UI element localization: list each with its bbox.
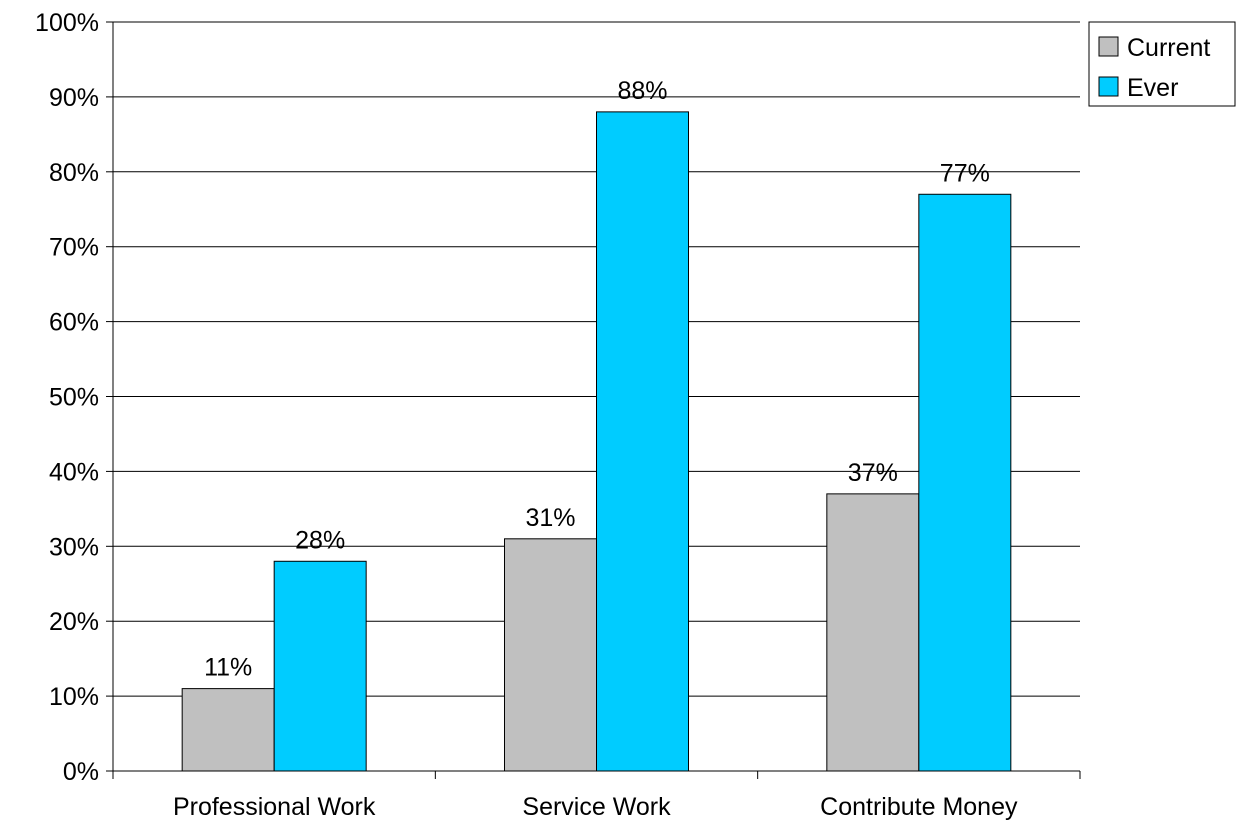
data-label: 11% [204,654,252,682]
legend-swatch-ever [1098,76,1119,97]
y-tick-label: 0% [63,758,99,786]
x-tick-label: Professional Work [173,793,376,821]
bar-ever [273,560,367,772]
bar-current [504,538,597,772]
bar-current [181,688,275,772]
y-tick-label: 10% [49,683,99,711]
bar-current [826,493,920,772]
bar-ever [918,193,1012,772]
legend-swatch-current [1098,36,1119,57]
data-label: 37% [848,459,898,487]
y-tick-label: 90% [49,84,99,112]
bar-ever [596,111,689,772]
y-tick-label: 20% [49,608,99,636]
axes [106,21,1081,779]
bars [181,111,1012,772]
y-tick-label: 60% [49,309,99,337]
legend-label-ever: Ever [1127,74,1178,102]
data-label: 28% [295,526,345,554]
legend: Current Ever [1088,21,1236,107]
y-tick-label: 40% [49,458,99,486]
data-label: 77% [940,159,990,187]
data-label: 31% [525,504,575,532]
y-tick-label: 50% [49,384,99,412]
legend-label-current: Current [1127,34,1210,62]
data-label: 88% [617,77,667,105]
y-tick-label: 70% [49,234,99,262]
labels: 0% 10% 20% 30% 40% 50% 60% 70% 80% 90% 100% Profess… [35,9,1018,821]
x-tick-label: Service Work [522,793,671,821]
x-tick-label: Contribute Money [820,793,1018,821]
y-tick-label: 80% [49,159,99,187]
y-tick-label: 100% [35,9,99,37]
y-tick-label: 30% [49,533,99,561]
